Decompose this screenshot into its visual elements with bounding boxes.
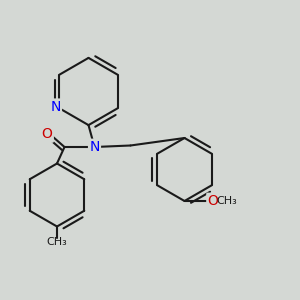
Text: N: N — [89, 140, 100, 154]
Text: O: O — [208, 194, 218, 208]
Text: CH₃: CH₃ — [217, 196, 238, 206]
Text: O: O — [42, 128, 52, 141]
Text: N: N — [50, 100, 61, 114]
Text: CH₃: CH₃ — [46, 237, 68, 248]
